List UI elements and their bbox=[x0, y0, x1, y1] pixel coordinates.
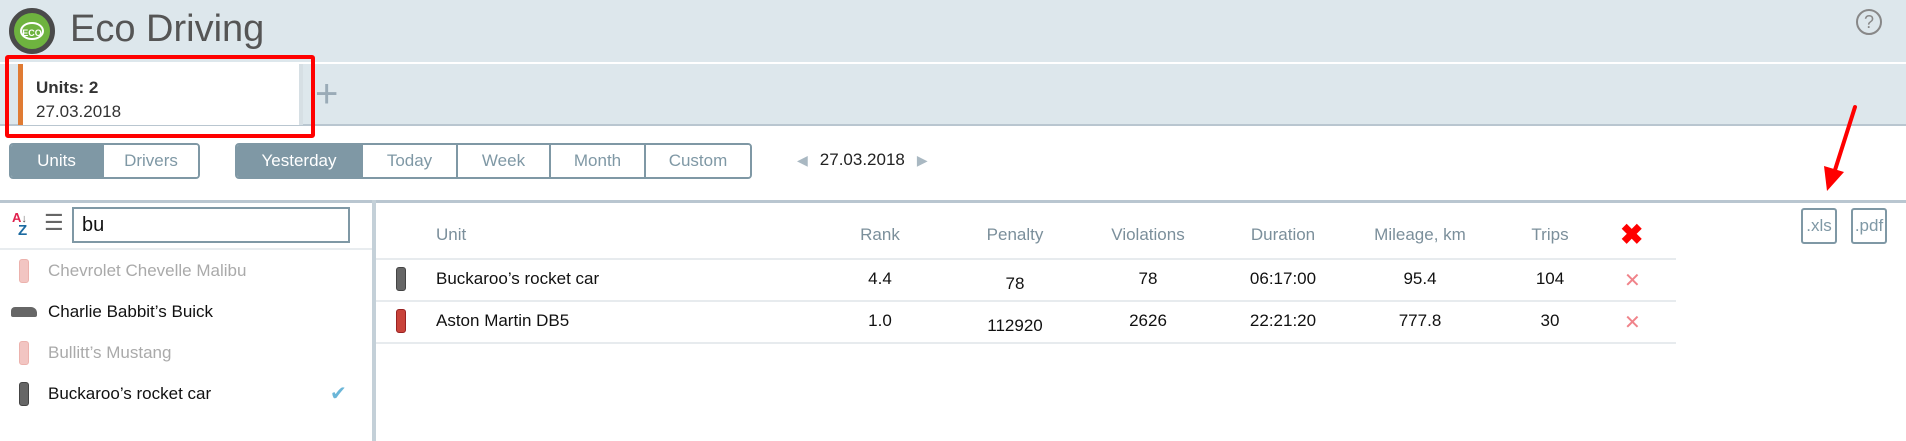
period-custom[interactable]: Custom bbox=[644, 145, 750, 177]
check-icon: ✔ bbox=[330, 383, 347, 405]
delete-all-icon[interactable]: ✖ bbox=[1620, 219, 1644, 250]
report-tab[interactable]: Units: 2 27.03.2018 bbox=[18, 64, 303, 125]
car-icon bbox=[396, 309, 406, 333]
row-violations: 78 bbox=[1138, 269, 1158, 288]
current-date: 27.03.2018 bbox=[819, 150, 905, 169]
col-trips[interactable]: Trips bbox=[1531, 225, 1569, 244]
remove-row-icon[interactable]: ✕ bbox=[1624, 312, 1641, 334]
table-row bbox=[376, 258, 1676, 300]
period-month[interactable]: Month bbox=[549, 145, 644, 177]
car-icon bbox=[19, 381, 29, 406]
unit-list-item[interactable]: Buckaroo’s rocket car ✔ bbox=[0, 373, 372, 414]
mode-drivers-button[interactable]: Drivers bbox=[102, 145, 198, 177]
mode-units-button[interactable]: Units bbox=[11, 145, 102, 177]
annotation-arrow bbox=[1824, 105, 1857, 191]
table-header bbox=[376, 200, 1906, 258]
row-trips: 104 bbox=[1535, 269, 1565, 288]
car-icon bbox=[19, 340, 29, 365]
col-penalty[interactable]: Penalty bbox=[986, 225, 1044, 244]
unit-name: Charlie Babbit’s Buick bbox=[48, 301, 214, 321]
period-selector: Yesterday Today Week Month Custom bbox=[235, 143, 752, 179]
logo-text: ECO bbox=[20, 22, 44, 40]
prev-date-icon[interactable]: ◀ bbox=[797, 151, 808, 168]
panel-divider[interactable] bbox=[372, 200, 376, 441]
annotation-highlight-box bbox=[5, 55, 315, 138]
row-mileage: 95.4 bbox=[1403, 269, 1437, 288]
car-icon bbox=[19, 258, 29, 283]
table-row bbox=[376, 300, 1676, 342]
row-unit: Aston Martin DB5 bbox=[436, 311, 570, 330]
car-icon bbox=[396, 267, 406, 291]
row-duration: 06:17:00 bbox=[1249, 269, 1317, 288]
app-title: Eco Driving bbox=[70, 8, 265, 50]
tab-title: Units: 2 bbox=[36, 78, 99, 97]
col-rank[interactable]: Rank bbox=[860, 225, 900, 244]
suv-icon bbox=[11, 306, 37, 317]
mode-toggle: Units Drivers bbox=[9, 143, 200, 179]
col-unit[interactable]: Unit bbox=[436, 225, 467, 244]
remove-row-icon[interactable]: ✕ bbox=[1624, 270, 1641, 292]
row-unit: Buckaroo’s rocket car bbox=[436, 269, 600, 288]
app-header bbox=[0, 0, 1906, 62]
next-date-icon[interactable]: ▶ bbox=[916, 151, 928, 168]
period-week[interactable]: Week bbox=[456, 145, 549, 177]
period-yesterday[interactable]: Yesterday bbox=[237, 145, 361, 177]
list-icon[interactable]: ☰ bbox=[44, 210, 64, 235]
row-duration: 22:21:20 bbox=[1249, 311, 1317, 330]
row-violations: 2626 bbox=[1129, 311, 1167, 330]
eco-logo: ECO bbox=[9, 8, 55, 54]
add-tab-button[interactable]: + bbox=[315, 72, 339, 116]
col-violations[interactable]: Violations bbox=[1111, 225, 1185, 244]
sort-az-icon[interactable]: A↓ Z bbox=[12, 210, 28, 239]
unit-name: Bullitt’s Mustang bbox=[48, 342, 172, 362]
unit-list-item[interactable]: Charlie Babbit’s Buick bbox=[0, 291, 372, 332]
col-duration[interactable]: Duration bbox=[1250, 225, 1316, 244]
date-navigator: ◀ 27.03.2018 ▶ bbox=[785, 150, 940, 170]
unit-name: Chevrolet Chevelle Malibu bbox=[48, 260, 247, 280]
row-penalty: 112920 bbox=[987, 316, 1043, 335]
unit-list-item[interactable]: Chevrolet Chevelle Malibu bbox=[0, 250, 372, 291]
report-tab-bar bbox=[0, 64, 1906, 126]
export-pdf-button[interactable]: .pdf bbox=[1851, 208, 1887, 244]
unit-name: Buckaroo’s rocket car bbox=[48, 383, 212, 403]
row-rank: 4.4 bbox=[868, 269, 892, 288]
col-mileage[interactable]: Mileage, km bbox=[1374, 225, 1466, 244]
export-xls-button[interactable]: .xls bbox=[1801, 208, 1837, 244]
question-circle-icon[interactable]: ? bbox=[1856, 9, 1882, 35]
divider bbox=[0, 248, 372, 250]
row-mileage: 777.8 bbox=[1398, 311, 1442, 330]
unit-list-item[interactable]: Bullitt’s Mustang bbox=[0, 332, 372, 373]
row-trips: 30 bbox=[1540, 311, 1560, 330]
units-sidebar bbox=[0, 200, 372, 441]
table-row-end bbox=[376, 342, 1676, 344]
tab-date: 27.03.2018 bbox=[36, 102, 122, 121]
row-penalty: 78 bbox=[1005, 274, 1025, 293]
period-today[interactable]: Today bbox=[361, 145, 456, 177]
row-rank: 1.0 bbox=[868, 311, 892, 330]
unit-search-input[interactable] bbox=[72, 207, 350, 243]
